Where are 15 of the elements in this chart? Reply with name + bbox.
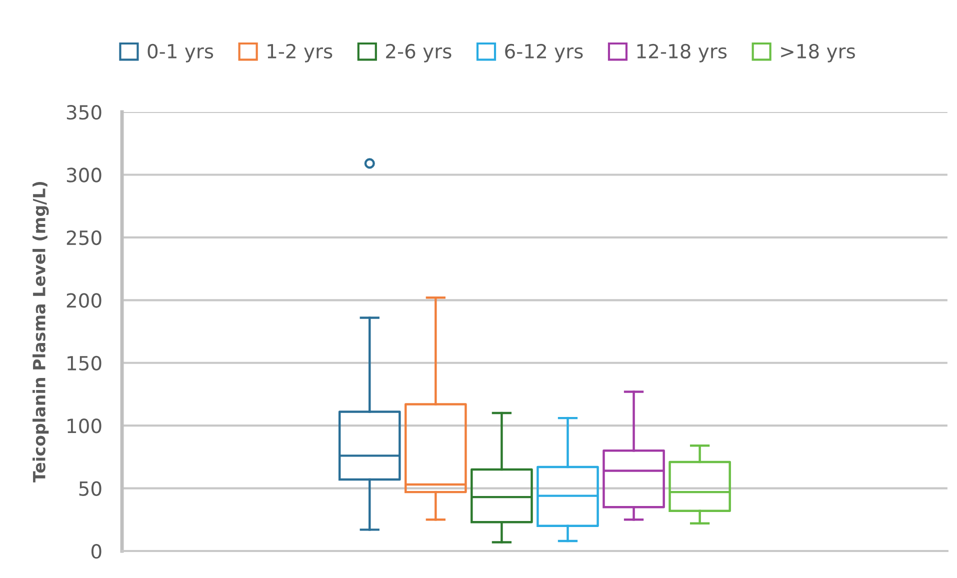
legend-label: 2-6 yrs [386, 44, 452, 62]
legend-label: 0-1 yrs [148, 44, 214, 62]
y-tick-label: 350 [66, 104, 102, 120]
y-axis-title: Teicoplanin Plasma Level (mg/L) [32, 182, 49, 482]
legend-label: >18 yrs [781, 44, 855, 62]
legend-label: 6-12 yrs [505, 44, 583, 62]
legend-label: 1-2 yrs [268, 44, 332, 62]
y-tick-label: 200 [66, 293, 102, 308]
y-tick-label: 300 [66, 168, 102, 182]
y-tick-label: 250 [66, 230, 102, 246]
y-tick-label: 50 [79, 481, 102, 496]
y-tick-label: 0 [91, 544, 102, 559]
y-tick-label: 100 [68, 418, 102, 434]
legend-label: 12-18 yrs [637, 44, 727, 62]
y-tick-label: 150 [68, 356, 102, 371]
